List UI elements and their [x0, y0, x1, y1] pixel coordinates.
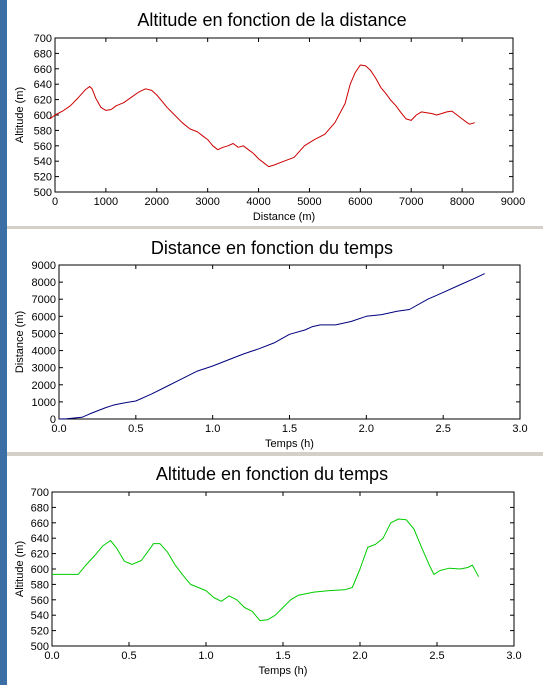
x-tick-label: 1.5: [282, 423, 297, 435]
y-tick-label: 700: [34, 33, 52, 45]
chart-panel-altitude-distance: Altitude en fonction de la distance 500 52…: [7, 0, 543, 226]
y-tick-label: 620: [34, 95, 52, 107]
y-tick-label: 620: [31, 549, 49, 561]
y-tick-label: 6000: [32, 311, 56, 323]
plot-area: [58, 264, 521, 420]
x-tick-label: 2.5: [436, 423, 451, 435]
chart-title: Distance en fonction du temps: [151, 238, 393, 258]
x-tick-label: 0.0: [44, 650, 59, 662]
y-tick-label: 660: [34, 64, 52, 76]
y-tick-label: 580: [31, 579, 49, 591]
y-tick-label: 580: [34, 125, 52, 137]
x-tick-label: 7000: [399, 196, 423, 208]
y-tick-label: 640: [31, 533, 49, 545]
y-tick-label: 500: [34, 187, 52, 199]
series-line-altitude-distance: [49, 64, 475, 168]
y-tick-label: 520: [34, 172, 52, 184]
plot-area: [54, 37, 514, 193]
y-tick-label: 3000: [32, 363, 56, 375]
y-axis-label: Altitude (m): [14, 87, 26, 143]
y-tick-label: 640: [34, 79, 52, 91]
chart-altitude-distance: Altitude en fonction de la distance 500 52…: [14, 10, 525, 223]
y-tick-label: 9000: [32, 260, 56, 272]
y-tick-label: 680: [31, 502, 49, 514]
y-tick-label: 520: [31, 626, 49, 638]
chart-panel-distance-time: Distance en fonction du temps 0 1000 2000 30…: [7, 229, 543, 452]
x-tick-label: 1000: [94, 196, 118, 208]
x-tick-label: 8000: [450, 196, 474, 208]
y-tick-label: 500: [31, 641, 49, 653]
chart-panel-altitude-time: Altitude en fonction du temps 500 520 540 56…: [7, 456, 543, 685]
plot-area: [51, 491, 515, 647]
y-tick-label: 5000: [32, 328, 56, 340]
x-tick-label: 5000: [297, 196, 321, 208]
y-tick-label: 600: [31, 564, 49, 576]
x-tick-label: 3000: [195, 196, 219, 208]
x-tick-label: 0.5: [121, 650, 136, 662]
series-line-altitude-time: [52, 518, 480, 622]
series-line-distance-time: [58, 273, 485, 420]
y-tick-label: 680: [34, 48, 52, 60]
x-tick-label: 9000: [501, 196, 525, 208]
y-tick-label: 560: [34, 141, 52, 153]
y-tick-label: 1000: [32, 397, 56, 409]
y-tick-label: 0: [50, 414, 56, 426]
chart-altitude-time: Altitude en fonction du temps 500 520 540 56…: [14, 464, 522, 677]
y-tick-label: 8000: [32, 277, 56, 289]
x-tick-label: 3.0: [512, 423, 527, 435]
x-tick-label: 1.5: [275, 650, 290, 662]
x-tick-label: 0.0: [51, 423, 66, 435]
y-tick-label: 2000: [32, 380, 56, 392]
x-axis-label: Distance (m): [253, 211, 315, 223]
y-tick-label: 660: [31, 518, 49, 530]
x-tick-label: 1.0: [205, 423, 220, 435]
x-tick-label: 0: [52, 196, 58, 208]
x-tick-label: 1.0: [198, 650, 213, 662]
y-tick-label: 7000: [32, 294, 56, 306]
x-tick-label: 2.0: [352, 650, 367, 662]
x-tick-label: 4000: [246, 196, 270, 208]
window-edge: [0, 0, 7, 685]
y-tick-label: 600: [34, 110, 52, 122]
y-tick-label: 540: [31, 610, 49, 622]
y-axis-label: Distance (m): [14, 311, 26, 373]
x-tick-label: 0.5: [128, 423, 143, 435]
x-tick-label: 2000: [145, 196, 169, 208]
chart-distance-time: Distance en fonction du temps 0 1000 2000 30…: [14, 238, 528, 450]
chart-title: Altitude en fonction du temps: [156, 464, 388, 484]
x-axis-label: Temps (h): [265, 438, 314, 450]
x-axis-label: Temps (h): [259, 665, 308, 677]
chart-title: Altitude en fonction de la distance: [137, 10, 406, 30]
x-tick-label: 3.0: [506, 650, 521, 662]
y-tick-label: 540: [34, 156, 52, 168]
y-axis-label: Altitude (m): [14, 541, 26, 597]
y-tick-label: 700: [31, 487, 49, 499]
x-tick-label: 2.0: [359, 423, 374, 435]
y-tick-label: 560: [31, 595, 49, 607]
x-tick-label: 6000: [348, 196, 372, 208]
x-tick-label: 2.5: [429, 650, 444, 662]
y-tick-label: 4000: [32, 346, 56, 358]
